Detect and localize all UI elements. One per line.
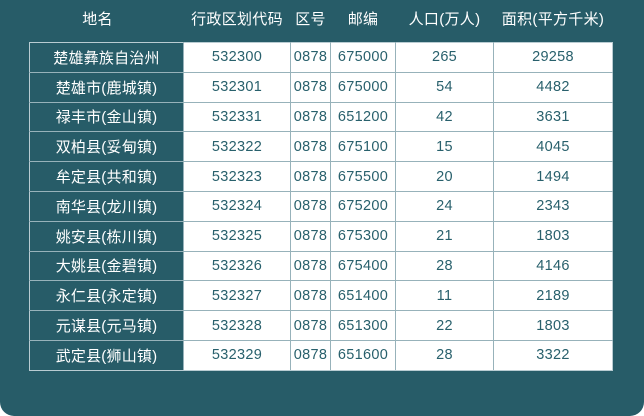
cell-area-code: 0878 xyxy=(290,339,331,371)
cell-area: 1803 xyxy=(493,220,613,252)
table-row: 永仁县(永定镇) 532327 0878 651400 11 2189 xyxy=(29,280,613,312)
column-header-population: 人口(万人) xyxy=(408,11,481,28)
cell-postal-code: 675200 xyxy=(330,190,396,222)
cell-postal-code: 651200 xyxy=(330,101,396,133)
table-row: 姚安县(栋川镇) 532325 0878 675300 21 1803 xyxy=(29,220,613,252)
cell-area-code: 0878 xyxy=(290,250,331,282)
cell-area-code: 0878 xyxy=(290,42,331,73)
cell-population: 28 xyxy=(395,339,494,371)
table-body: 楚雄彝族自治州 532300 0878 675000 265 29258 楚雄市(鹿城镇) 5… xyxy=(29,42,613,371)
cell-area-code: 0878 xyxy=(290,220,331,252)
cell-population: 11 xyxy=(395,280,494,312)
cell-postal-code: 675000 xyxy=(330,71,396,103)
cell-name: 牟定县(共和镇) xyxy=(29,161,184,192)
cell-area: 1803 xyxy=(493,310,613,341)
cell-postal-code: 675400 xyxy=(330,250,396,282)
table-row: 元谋县(元马镇) 532328 0878 651300 22 1803 xyxy=(29,310,613,341)
column-header-area-code: 区号 xyxy=(295,11,326,28)
table-row: 楚雄彝族自治州 532300 0878 675000 265 29258 xyxy=(29,42,613,73)
cell-area-code: 0878 xyxy=(290,101,331,133)
cell-postal-code: 651400 xyxy=(330,280,396,312)
cell-population: 24 xyxy=(395,190,494,222)
cell-area: 2189 xyxy=(493,280,613,312)
cell-area: 4045 xyxy=(493,131,613,163)
cell-name: 姚安县(栋川镇) xyxy=(29,220,184,252)
column-header-postal-code: 邮编 xyxy=(347,11,379,28)
cell-area-code: 0878 xyxy=(290,71,331,103)
table-row: 双柏县(妥甸镇) 532322 0878 675100 15 4045 xyxy=(29,131,613,163)
cell-population: 15 xyxy=(395,131,494,163)
cell-population: 22 xyxy=(395,310,494,341)
cell-area: 1494 xyxy=(493,161,613,192)
cell-division-code: 532331 xyxy=(183,101,291,133)
cell-area: 3322 xyxy=(493,339,613,371)
cell-division-code: 532329 xyxy=(183,339,291,371)
cell-name: 武定县(狮山镇) xyxy=(29,339,184,371)
cell-division-code: 532301 xyxy=(183,71,291,103)
table-row: 禄丰市(金山镇) 532331 0878 651200 42 3631 xyxy=(29,101,613,133)
cell-name: 楚雄彝族自治州 xyxy=(29,42,184,73)
cell-area: 4482 xyxy=(493,71,613,103)
cell-division-code: 532323 xyxy=(183,161,291,192)
cell-division-code: 532322 xyxy=(183,131,291,163)
cell-name: 永仁县(永定镇) xyxy=(29,280,184,312)
cell-population: 42 xyxy=(395,101,494,133)
cell-population: 54 xyxy=(395,71,494,103)
cell-division-code: 532325 xyxy=(183,220,291,252)
table-row: 牟定县(共和镇) 532323 0878 675500 20 1494 xyxy=(29,161,613,192)
cell-area-code: 0878 xyxy=(290,280,331,312)
header-row: 地名 行政区划代码 区号 邮编 人口(万人) 面积(平方千米) xyxy=(30,8,613,43)
cell-division-code: 532326 xyxy=(183,250,291,282)
cell-area: 2343 xyxy=(493,190,613,222)
cell-name: 双柏县(妥甸镇) xyxy=(29,131,184,163)
table-row: 大姚县(金碧镇) 532326 0878 675400 28 4146 xyxy=(29,250,613,282)
cell-postal-code: 651600 xyxy=(330,339,396,371)
cell-postal-code: 675000 xyxy=(330,42,396,73)
table-row: 武定县(狮山镇) 532329 0878 651600 28 3322 xyxy=(29,339,613,371)
cell-area-code: 0878 xyxy=(290,131,331,163)
administrative-divisions-table: 地名 行政区划代码 区号 邮编 人口(万人) 面积(平方千米) 楚雄彝族自治州 5… xyxy=(29,8,613,371)
cell-population: 28 xyxy=(395,250,494,282)
column-header-area: 面积(平方千米) xyxy=(501,11,605,28)
cell-area-code: 0878 xyxy=(290,310,331,341)
cell-postal-code: 675300 xyxy=(330,220,396,252)
table-header: 地名 行政区划代码 区号 邮编 人口(万人) 面积(平方千米) xyxy=(30,8,613,43)
table-row: 南华县(龙川镇) 532324 0878 675200 24 2343 xyxy=(29,190,613,222)
cell-division-code: 532324 xyxy=(183,190,291,222)
cell-postal-code: 675500 xyxy=(330,161,396,192)
cell-area-code: 0878 xyxy=(290,190,331,222)
cell-name: 元谋县(元马镇) xyxy=(29,310,184,341)
cell-postal-code: 651300 xyxy=(330,310,396,341)
cell-postal-code: 675100 xyxy=(330,131,396,163)
table-row: 楚雄市(鹿城镇) 532301 0878 675000 54 4482 xyxy=(29,71,613,103)
column-header-division-code: 行政区划代码 xyxy=(191,11,283,28)
cell-name: 禄丰市(金山镇) xyxy=(29,101,184,133)
cell-name: 大姚县(金碧镇) xyxy=(29,250,184,282)
cell-area: 29258 xyxy=(493,42,613,73)
cell-area: 4146 xyxy=(493,250,613,282)
cell-division-code: 532328 xyxy=(183,310,291,341)
cell-area-code: 0878 xyxy=(290,161,331,192)
cell-division-code: 532300 xyxy=(183,42,291,73)
cell-area: 3631 xyxy=(493,101,613,133)
cell-division-code: 532327 xyxy=(183,280,291,312)
cell-population: 21 xyxy=(395,220,494,252)
cell-name: 楚雄市(鹿城镇) xyxy=(29,71,184,103)
cell-population: 20 xyxy=(395,161,494,192)
table-container: 地名 行政区划代码 区号 邮编 人口(万人) 面积(平方千米) 楚雄彝族自治州 5… xyxy=(29,8,613,371)
cell-population: 265 xyxy=(395,42,494,73)
cell-name: 南华县(龙川镇) xyxy=(29,190,184,222)
column-header-name: 地名 xyxy=(82,11,113,28)
